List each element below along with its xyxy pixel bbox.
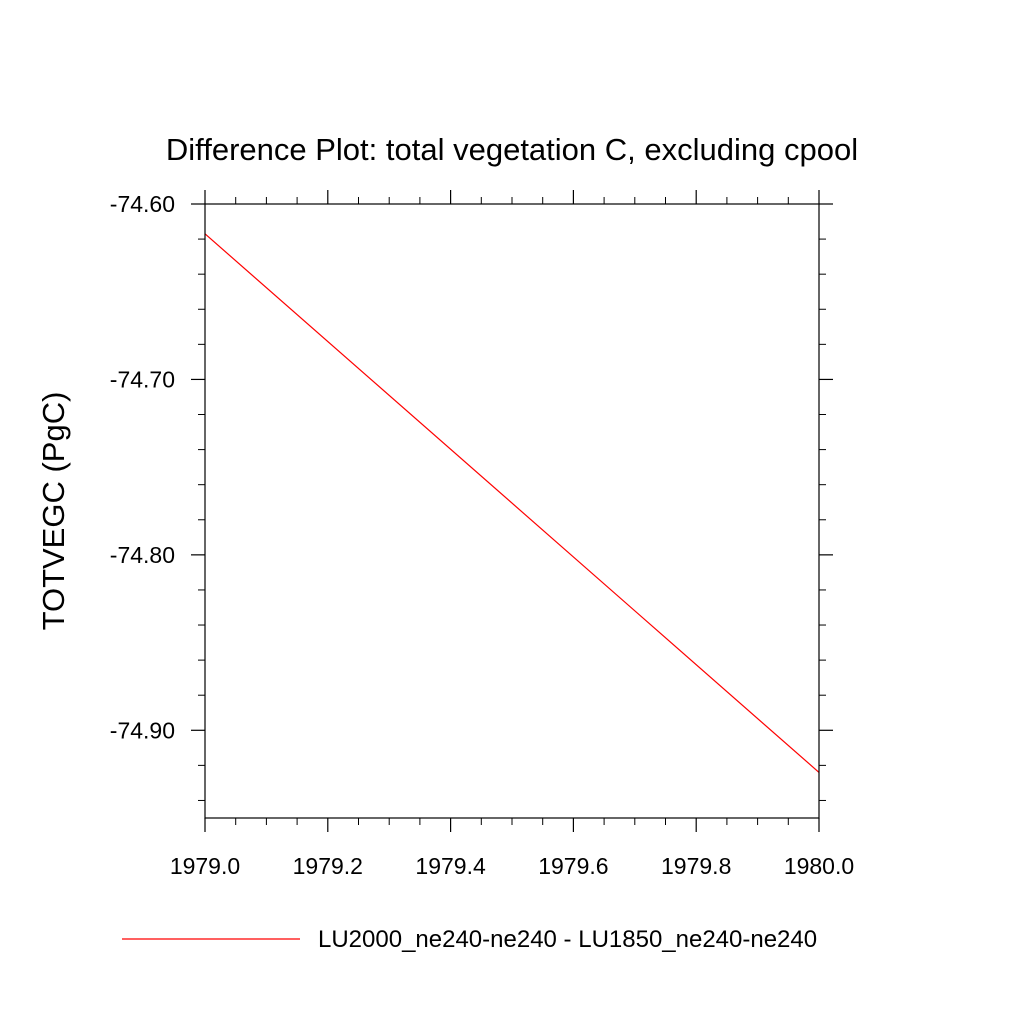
y-tick-label: -74.60 [110, 191, 175, 217]
x-tick-label: 1979.0 [170, 853, 240, 879]
legend-label: LU2000_ne240-ne240 - LU1850_ne240-ne240 [318, 926, 817, 953]
chart-title: Difference Plot: total vegetation C, exc… [166, 132, 858, 167]
y-axis-label: TOTVEGC (PgC) [36, 392, 71, 631]
x-tick-label: 1979.8 [661, 853, 731, 879]
plot-frame [204, 203, 820, 819]
legend: LU2000_ne240-ne240 - LU1850_ne240-ne240 [122, 926, 817, 953]
series-line [204, 233, 820, 773]
x-tick-label: 1980.0 [784, 853, 854, 879]
y-tick-label: -74.90 [110, 717, 175, 743]
y-tick-label: -74.70 [110, 366, 175, 392]
plot-series [204, 233, 820, 773]
axis-ticks [191, 190, 833, 832]
x-tick-label: 1979.2 [293, 853, 363, 879]
axis-tick-labels: 1979.0 1979.2 1979.4 1979.6 1979.8 1980.0 -74.… [110, 191, 854, 879]
x-tick-label: 1979.6 [538, 853, 608, 879]
x-tick-label: 1979.4 [415, 853, 486, 879]
y-tick-label: -74.80 [110, 542, 175, 568]
